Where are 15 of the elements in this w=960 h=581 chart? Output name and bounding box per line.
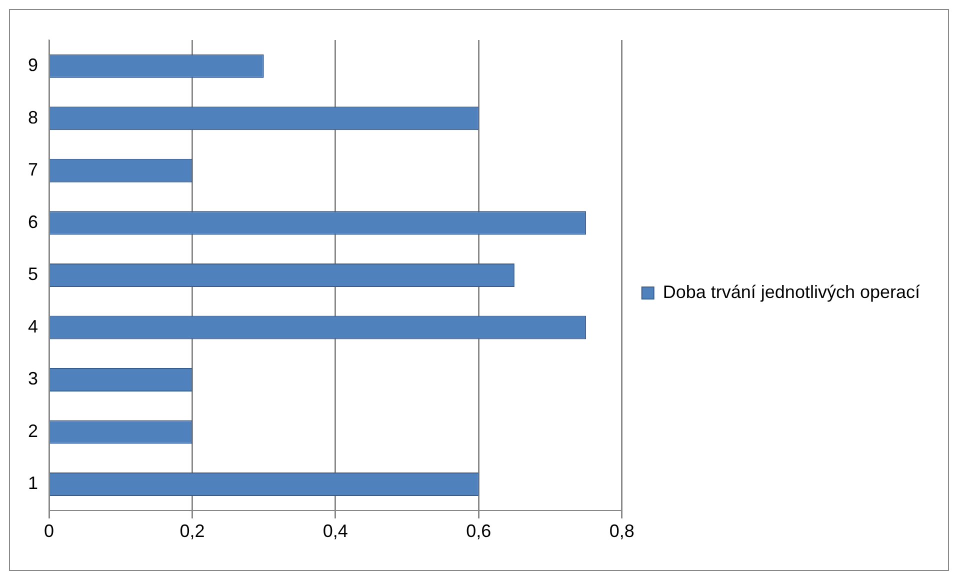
y-tick-label: 1 — [28, 473, 38, 494]
y-tick-label: 7 — [28, 160, 38, 180]
x-tick-label: 0,6 — [466, 521, 492, 542]
x-tick-label: 0,2 — [180, 521, 205, 542]
y-tick-label: 8 — [28, 107, 38, 128]
y-tick-label: 4 — [28, 316, 38, 336]
y-tick-label: 5 — [28, 264, 38, 284]
y-tick-label: 6 — [28, 212, 38, 232]
x-tick-label: 0 — [44, 521, 54, 542]
x-tick-label: 0,4 — [322, 521, 348, 542]
y-tick-label: 9 — [28, 55, 38, 76]
x-tick-label: 0,8 — [609, 521, 634, 542]
y-tick-label: 3 — [28, 368, 38, 389]
y-tick-label: 2 — [28, 420, 38, 441]
legend-label: Doba trvání jednotlivých operací — [662, 282, 920, 302]
